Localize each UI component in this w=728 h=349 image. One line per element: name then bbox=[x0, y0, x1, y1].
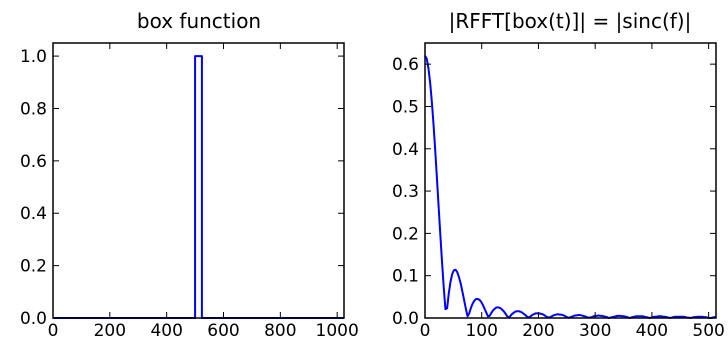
y-tick-label: 0.2 bbox=[392, 224, 419, 244]
subplot-sinc-spectrum: |RFFT[box(t)]| = |sinc(f)| 0 100 200 300 400… bbox=[392, 9, 725, 341]
y-tick-label: 0.1 bbox=[392, 267, 419, 287]
y-tick-label: 0.3 bbox=[392, 182, 419, 202]
x-tick-label: 600 bbox=[207, 321, 239, 341]
x-tick-label: 400 bbox=[636, 321, 668, 341]
series-line-layer bbox=[53, 55, 344, 319]
y-tick-label: 0.5 bbox=[392, 97, 419, 117]
chart-title: |RFFT[box(t)]| = |sinc(f)| bbox=[449, 9, 692, 33]
x-tick-label: 0 bbox=[420, 321, 431, 341]
tick-layer: 0 100 200 300 400 500 0.0 0.1 0.2 0.3 0.4 0.5 0.6 bbox=[392, 43, 725, 341]
y-tick-label: 0.6 bbox=[20, 152, 47, 172]
x-tick-label: 1000 bbox=[316, 321, 359, 341]
series-line bbox=[53, 55, 344, 319]
y-tick-label: 1.0 bbox=[20, 47, 47, 67]
y-tick-label: 0.8 bbox=[20, 99, 47, 119]
x-tick-label: 300 bbox=[579, 321, 611, 341]
x-tick-label: 800 bbox=[264, 321, 296, 341]
subplot-box-function: box function 0 200 400 600 800 10000.00.20.40… bbox=[20, 9, 359, 341]
y-tick-label: 0.6 bbox=[392, 55, 419, 75]
x-tick-label: 500 bbox=[692, 321, 724, 341]
x-tick-label: 200 bbox=[522, 321, 554, 341]
tick-layer: 0 200 400 600 800 1000 0.0 0.2 0.4 0.6 0.8 1.0 bbox=[20, 43, 359, 341]
y-tick-label: 0.4 bbox=[20, 204, 47, 224]
x-tick-label: 0 bbox=[48, 321, 59, 341]
plot-frame bbox=[52, 42, 345, 319]
y-tick-label: 0.0 bbox=[20, 309, 47, 329]
x-tick-label: 200 bbox=[94, 321, 126, 341]
y-tick-label: 0.0 bbox=[392, 309, 419, 329]
y-tick-label: 0.2 bbox=[20, 257, 47, 277]
chart-title: box function bbox=[137, 9, 261, 33]
plot-frame bbox=[424, 42, 717, 319]
series-line bbox=[424, 55, 716, 319]
y-tick-label: 0.4 bbox=[392, 140, 419, 160]
x-tick-label: 100 bbox=[465, 321, 497, 341]
x-tick-label: 400 bbox=[150, 321, 182, 341]
series-line-layer bbox=[424, 55, 716, 319]
